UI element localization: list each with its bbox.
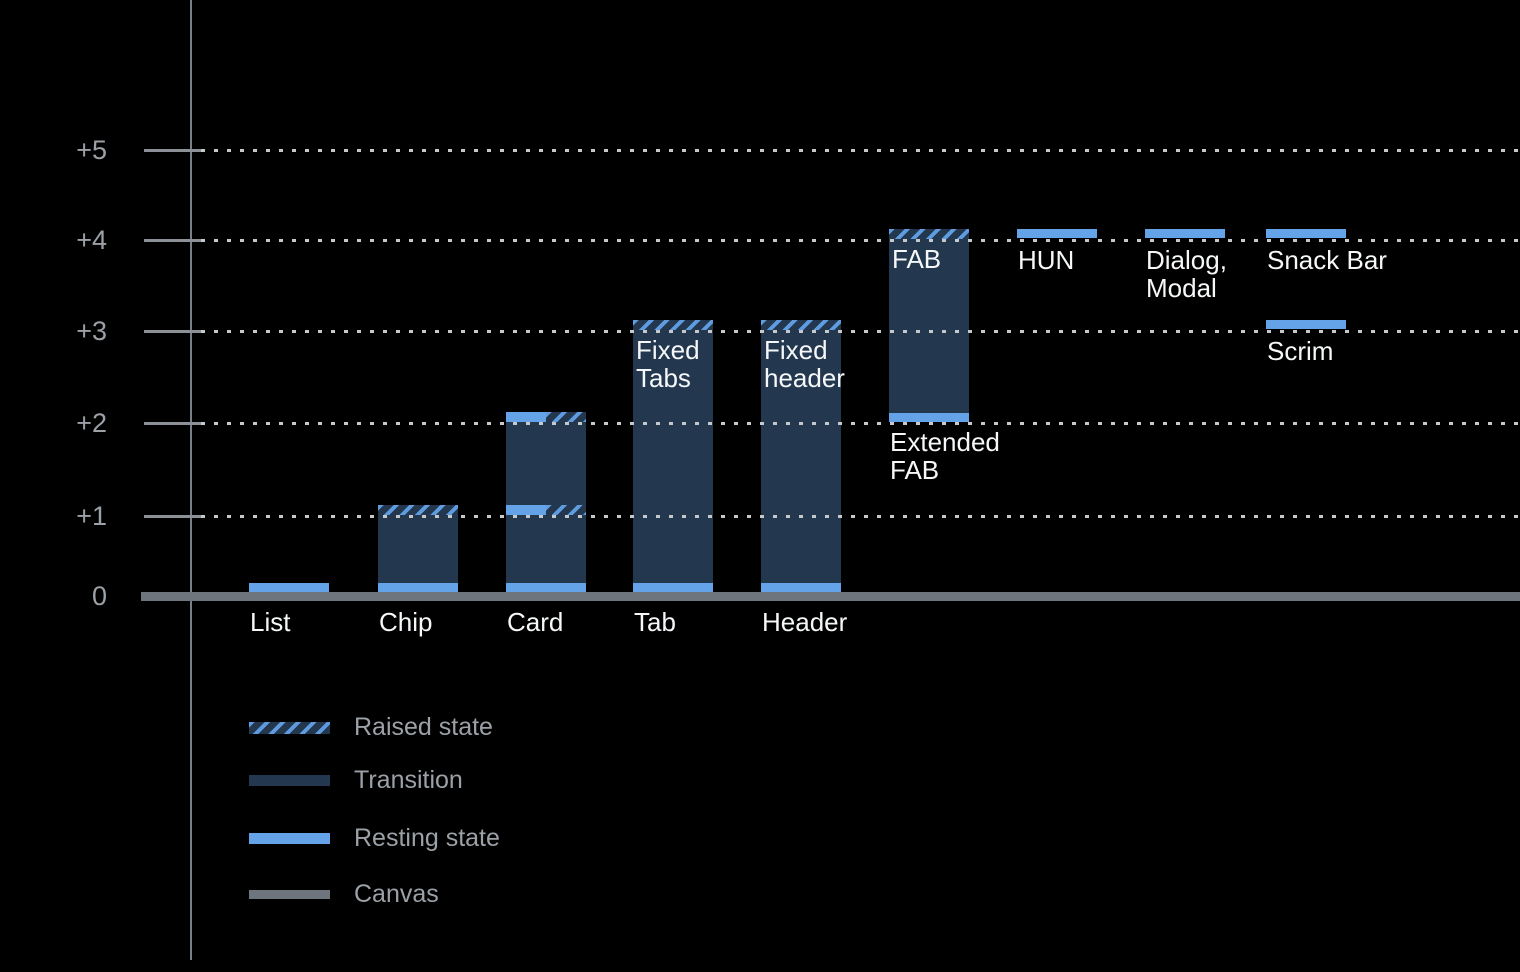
bar-resting-card: [506, 412, 546, 422]
bar-raised-card: [546, 505, 586, 515]
bar-transition-fixed-tabs: [633, 330, 713, 583]
y-axis-line: [190, 0, 192, 960]
bar-label-list: List: [250, 607, 291, 637]
gridline-level-1: [201, 515, 1520, 518]
bar-inner-label-fixed-header: Fixed header: [764, 335, 845, 393]
bar-resting-fab: [889, 413, 969, 422]
bar-resting-fixed-header: [761, 583, 841, 592]
bar-float-label-snack-bar: Snack Bar: [1267, 245, 1387, 275]
bar-raised-card: [546, 412, 586, 422]
bar-raised-chip: [378, 505, 458, 515]
gridline-level-2: [201, 422, 1520, 425]
bar-label-fixed-tabs: Tab: [634, 607, 676, 637]
y-axis-tick: [144, 330, 201, 333]
legend-label: Resting state: [354, 824, 500, 852]
bar-resting-scrim: [1266, 320, 1346, 329]
gridline-level-4: [201, 239, 1520, 242]
y-tick-label: +3: [76, 316, 107, 346]
bar-float-label-scrim: Scrim: [1267, 336, 1334, 366]
legend-label: Canvas: [354, 880, 439, 908]
canvas-baseline: [141, 592, 1520, 601]
y-axis-tick: [144, 422, 201, 425]
y-axis-tick: [144, 239, 201, 242]
bar-label-chip: Chip: [379, 607, 433, 637]
bar-raised-fab: [889, 229, 969, 239]
legend-item-raised-state: Raised state: [249, 712, 493, 743]
bar-resting-hun: [1017, 229, 1097, 238]
y-tick-label: 0: [91, 581, 107, 611]
legend-item-resting-state: Resting state: [249, 823, 500, 854]
bar-float-label-dialog-modal: Dialog, Modal: [1146, 245, 1227, 303]
bar-inner-label-fab: FAB: [892, 244, 942, 274]
bar-resting-chip: [378, 583, 458, 592]
bar-label-card: Card: [507, 607, 564, 637]
bar-resting-list: [249, 583, 329, 592]
bar-transition-chip: [378, 515, 458, 583]
y-tick-label: +5: [76, 135, 107, 165]
bar-raised-fixed-header: [761, 320, 841, 330]
bar-float-label-hun: HUN: [1018, 245, 1075, 275]
gridline-level-3: [201, 330, 1520, 333]
legend-label: Transition: [354, 766, 463, 794]
resting-state-swatch-icon: [249, 833, 330, 844]
bar-resting-card: [506, 583, 586, 592]
bar-below-label-fab: Extended FAB: [890, 427, 1000, 485]
y-axis-tick: [144, 149, 201, 152]
bar-resting-card: [506, 505, 546, 515]
bar-resting-snack-bar: [1266, 229, 1346, 238]
bar-resting-fixed-tabs: [633, 583, 713, 592]
bar-resting-dialog-modal: [1145, 229, 1225, 238]
transition-swatch-icon: [249, 775, 330, 786]
legend-item-transition: Transition: [249, 765, 463, 796]
canvas-swatch-icon: [249, 890, 330, 899]
raised-state-swatch-icon: [249, 721, 330, 734]
bar-transition-fixed-header: [761, 330, 841, 583]
bar-raised-fixed-tabs: [633, 320, 713, 330]
bar-inner-label-fixed-tabs: Fixed Tabs: [636, 335, 700, 393]
legend-item-canvas: Canvas: [249, 879, 439, 910]
bar-transition-card: [506, 422, 586, 583]
bar-label-fixed-header: Header: [762, 607, 848, 637]
gridline-level-5: [201, 149, 1520, 152]
y-tick-label: +1: [76, 501, 107, 531]
y-tick-label: +4: [76, 225, 107, 255]
y-axis-tick: [144, 515, 201, 518]
y-tick-label: +2: [76, 408, 107, 438]
legend-label: Raised state: [354, 713, 493, 741]
